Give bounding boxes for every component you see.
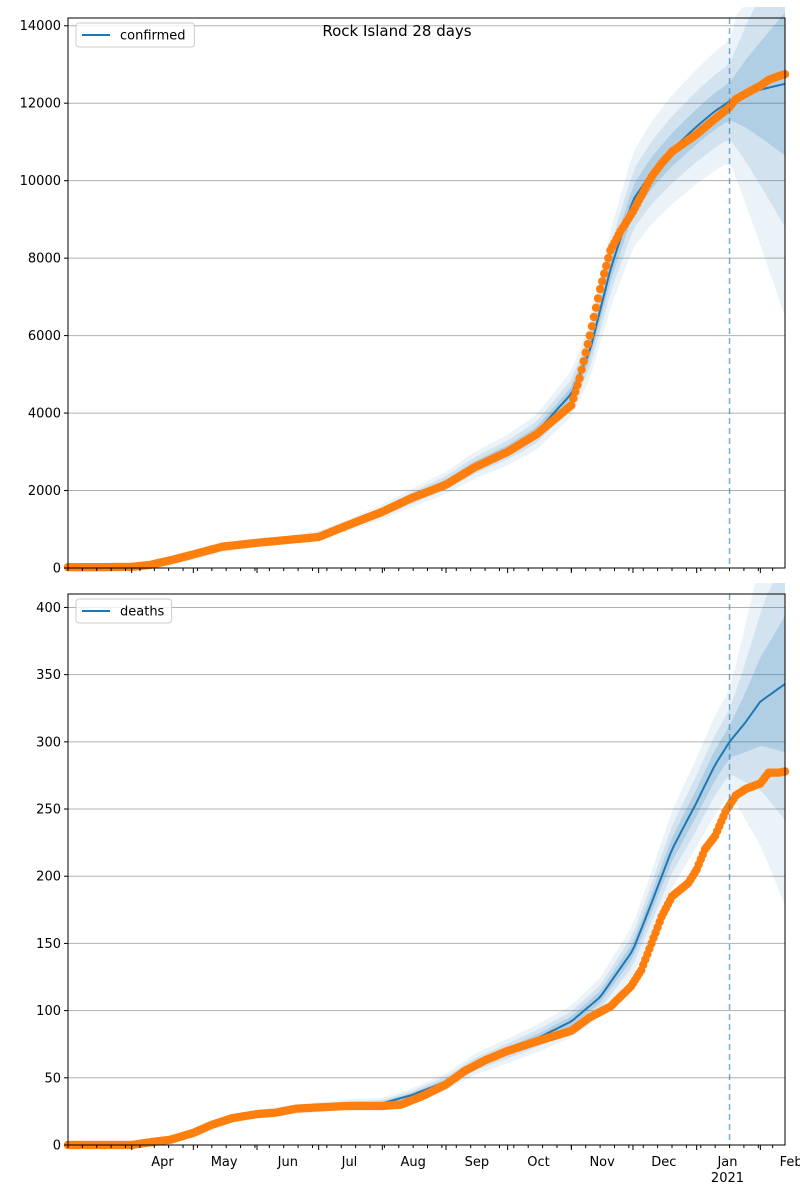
observed-point [567, 401, 576, 410]
deaths-panel: 0 50 100 150 200 250 300 350 400 Apr May Jun Jul Aug S… [36, 583, 800, 1186]
x-tick-label: Sep [465, 1155, 490, 1170]
legend-box [75, 22, 195, 48]
observed-point [583, 339, 592, 349]
y-tick-label: 0 [53, 562, 61, 577]
y-tick-label: 100 [36, 1004, 61, 1019]
uncertainty-band [68, 7, 785, 568]
legend: deaths [75, 598, 173, 624]
y-tick-label: 200 [36, 870, 61, 885]
x-tick-label: Aug [400, 1155, 425, 1170]
observed-points [63, 70, 790, 572]
observed-point [589, 312, 599, 322]
observed-point [575, 374, 584, 383]
x-tick-label: Jan [716, 1155, 737, 1170]
y-tick-label: 150 [36, 937, 61, 952]
y-tick-label: 2000 [28, 484, 61, 499]
x-tick-label: Apr [151, 1155, 174, 1170]
model-line-deaths [68, 683, 786, 1146]
x-tick-label: May [211, 1155, 238, 1170]
uncertainty-band [68, 583, 785, 1145]
legend-box [75, 598, 173, 624]
x-year-label: 2021 [711, 1171, 744, 1186]
y-tick-label: 50 [44, 1071, 61, 1086]
y-tick-label: 14000 [20, 19, 61, 34]
x-tick-label: Jun [277, 1155, 298, 1170]
y-tick-label: 0 [53, 1139, 61, 1154]
y-tick-label: 8000 [28, 252, 61, 267]
observed-point [577, 365, 586, 374]
y-tick-label: 300 [36, 735, 61, 750]
chart-title: Rock Island 28 days [322, 22, 471, 40]
observed-point [569, 394, 578, 403]
y-tick-label: 4000 [28, 407, 61, 422]
observed-point [587, 322, 597, 331]
observed-point [595, 284, 605, 294]
axes-frame [67, 593, 786, 1146]
observed-point [598, 277, 607, 286]
y-tick-label: 6000 [28, 329, 61, 344]
observed-point [573, 380, 582, 390]
observed-point [591, 303, 601, 312]
observed-point [581, 348, 590, 357]
observed-point [579, 357, 588, 366]
legend: confirmed [75, 22, 195, 48]
x-tick-label: Jul [341, 1155, 358, 1170]
uncertainty-band [68, 615, 785, 1145]
y-tick-label: 10000 [20, 174, 61, 189]
x-tick-label: Oct [527, 1155, 549, 1170]
y-tick-label: 12000 [20, 97, 61, 112]
observed-point [604, 253, 613, 263]
y-tick-label: 250 [36, 803, 61, 818]
x-tick-label: Dec [651, 1155, 676, 1170]
confirmed-panel: 0 2000 4000 6000 8000 10000 12000 14000 confirme… [20, 7, 790, 577]
x-tick-label: Feb [780, 1155, 800, 1170]
observed-point [593, 294, 603, 303]
observed-point [602, 261, 611, 271]
y-tick-label: 350 [36, 668, 61, 683]
y-tick-label: 400 [36, 601, 61, 616]
legend-label: confirmed [120, 29, 186, 44]
observed-point [600, 269, 609, 278]
x-tick-label: Nov [589, 1155, 615, 1170]
legend-label: deaths [120, 605, 165, 620]
axes-frame [67, 17, 786, 569]
observed-point [585, 331, 594, 340]
observed-point [571, 387, 580, 396]
